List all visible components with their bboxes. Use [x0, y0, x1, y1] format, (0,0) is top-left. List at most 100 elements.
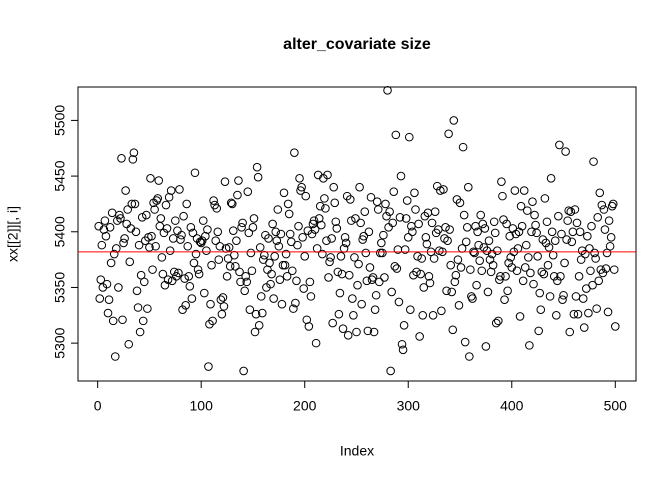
point — [225, 261, 235, 271]
point — [575, 227, 585, 237]
point — [251, 309, 261, 319]
point — [207, 260, 216, 270]
x-axis-label: Index — [340, 443, 374, 459]
point — [128, 155, 138, 164]
point — [237, 223, 246, 232]
point — [468, 294, 477, 303]
point — [146, 174, 155, 183]
point — [537, 267, 547, 277]
point — [540, 194, 550, 203]
point — [386, 366, 395, 376]
point — [129, 148, 139, 158]
point — [226, 198, 236, 208]
point — [252, 162, 262, 172]
point — [391, 130, 401, 140]
point — [222, 272, 232, 281]
point — [364, 227, 374, 237]
point — [559, 290, 568, 300]
point — [353, 280, 362, 290]
point — [588, 280, 597, 290]
point — [279, 188, 289, 198]
point — [333, 267, 343, 277]
point — [343, 331, 353, 340]
point — [598, 268, 608, 278]
point — [184, 272, 194, 281]
point — [357, 299, 366, 309]
point — [502, 219, 511, 229]
point — [541, 238, 551, 248]
chart-title: alter_covariate size — [283, 36, 431, 53]
point — [462, 223, 472, 232]
point — [124, 339, 134, 349]
point — [334, 309, 344, 319]
point — [558, 295, 567, 305]
point — [573, 309, 583, 319]
point — [574, 272, 584, 281]
point — [539, 269, 549, 279]
point — [470, 248, 479, 258]
point — [241, 272, 251, 281]
point — [594, 276, 604, 286]
point — [174, 268, 183, 278]
point — [424, 272, 434, 281]
point — [132, 286, 142, 296]
point — [478, 219, 488, 229]
point — [110, 352, 120, 361]
point — [569, 309, 579, 319]
point — [125, 257, 135, 267]
point — [175, 185, 184, 194]
point — [306, 292, 316, 301]
point — [115, 210, 124, 220]
point — [109, 249, 119, 259]
point — [368, 273, 378, 282]
point — [604, 216, 614, 225]
point — [591, 254, 600, 263]
point — [323, 170, 332, 180]
point — [437, 306, 446, 316]
point — [198, 216, 208, 225]
point — [138, 316, 148, 326]
point — [445, 225, 454, 234]
point — [389, 187, 399, 196]
point — [416, 269, 425, 279]
point — [528, 197, 537, 207]
x-tick-label: 300 — [397, 398, 421, 414]
point — [601, 264, 611, 273]
point — [454, 300, 464, 310]
point — [428, 310, 438, 320]
point — [324, 273, 333, 282]
point — [180, 274, 189, 283]
point — [358, 235, 367, 244]
point — [177, 230, 186, 240]
point — [490, 228, 500, 238]
point — [518, 276, 528, 286]
point — [299, 284, 308, 293]
point — [296, 186, 305, 195]
point — [105, 223, 115, 232]
point — [190, 168, 200, 178]
point — [536, 305, 546, 315]
point — [206, 299, 215, 309]
point — [545, 292, 555, 301]
point — [315, 201, 325, 211]
point — [533, 251, 542, 261]
point — [100, 216, 110, 225]
point — [101, 231, 111, 241]
point — [108, 316, 118, 326]
point — [444, 129, 453, 139]
point — [501, 272, 510, 281]
point — [120, 234, 129, 243]
point — [197, 236, 207, 245]
point — [293, 240, 302, 250]
point — [267, 269, 276, 279]
point — [266, 279, 275, 289]
point — [335, 288, 345, 298]
point — [448, 325, 458, 335]
point — [516, 201, 526, 211]
point — [512, 266, 522, 276]
point — [233, 190, 242, 200]
point — [402, 196, 412, 205]
point — [119, 238, 128, 248]
point — [246, 248, 256, 258]
